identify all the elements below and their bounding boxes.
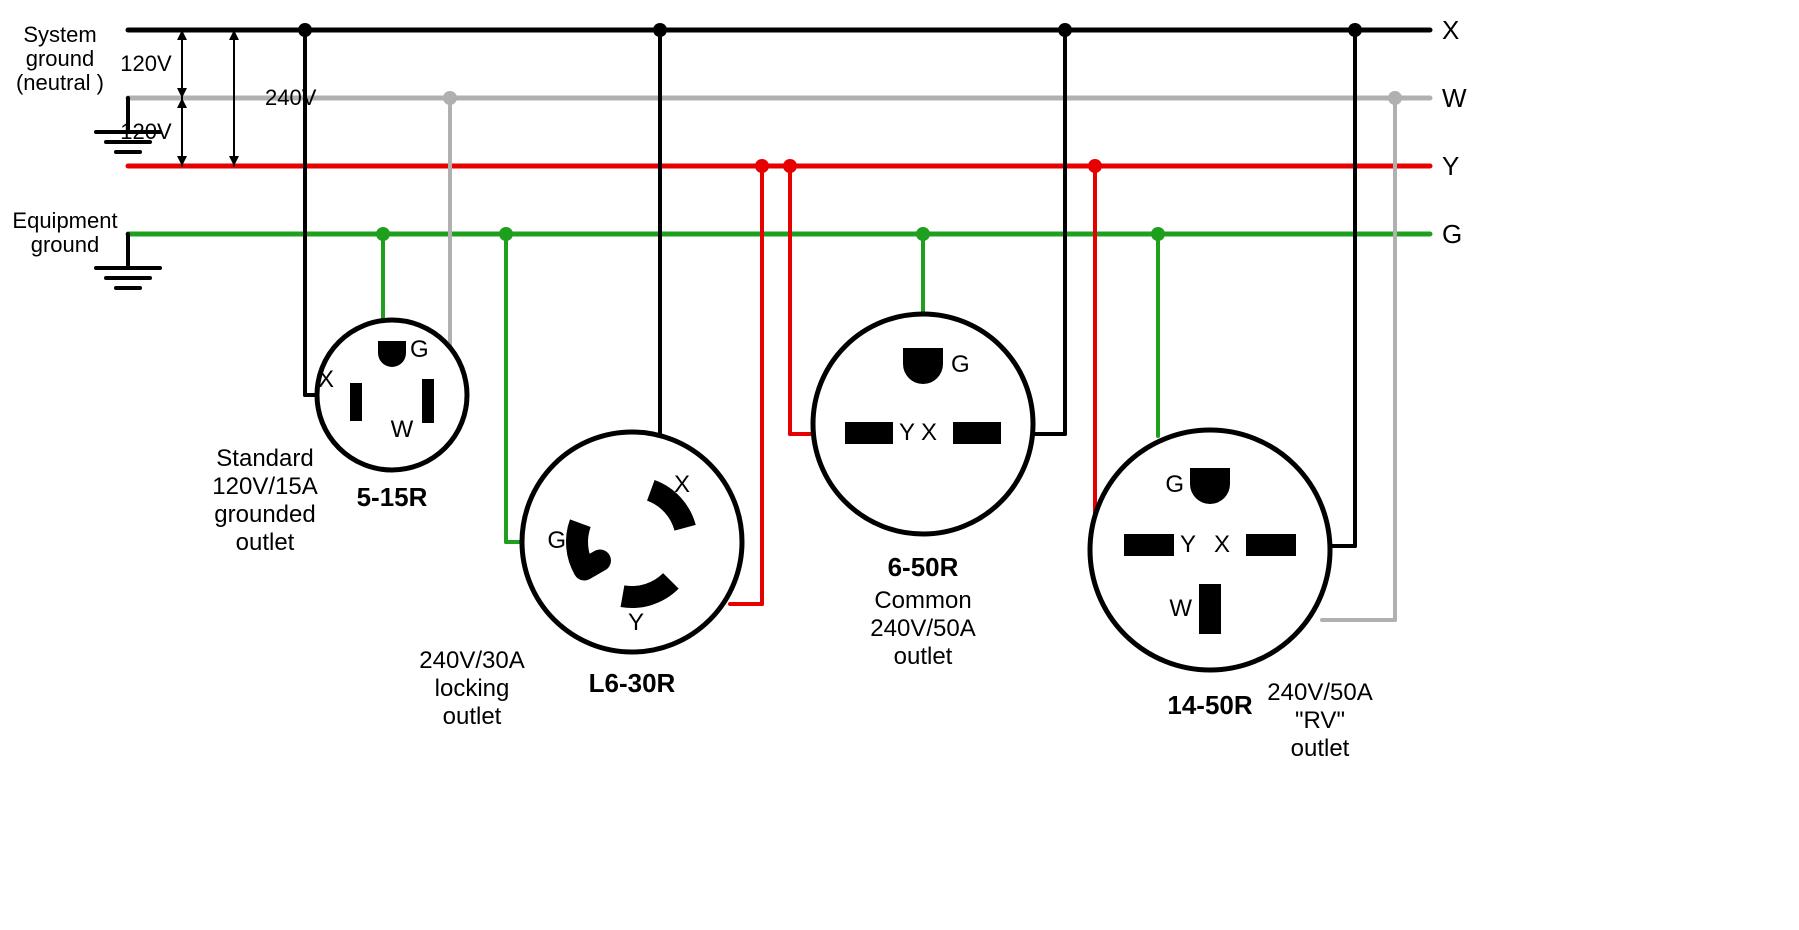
svg-text:outlet: outlet <box>1291 735 1350 762</box>
svg-text:outlet: outlet <box>894 643 953 670</box>
svg-text:G: G <box>1442 219 1462 249</box>
svg-text:120V: 120V <box>120 51 172 76</box>
svg-text:grounded: grounded <box>214 501 315 528</box>
svg-text:outlet: outlet <box>443 703 502 730</box>
svg-text:Y: Y <box>1180 531 1196 558</box>
svg-text:240V: 240V <box>265 85 317 110</box>
svg-text:X: X <box>674 471 690 498</box>
svg-text:X: X <box>921 419 937 446</box>
svg-text:Y: Y <box>899 419 915 446</box>
svg-text:ground: ground <box>31 232 100 257</box>
wiring-diagram: XWYGSystemground(neutral )Equipmentgroun… <box>0 0 1799 930</box>
svg-text:14-50R: 14-50R <box>1167 690 1252 720</box>
svg-text:W: W <box>391 416 414 443</box>
svg-text:Equipment: Equipment <box>12 208 117 233</box>
svg-text:Standard: Standard <box>216 445 313 472</box>
svg-text:G: G <box>410 336 429 363</box>
svg-text:ground: ground <box>26 46 95 71</box>
svg-text:6-50R: 6-50R <box>888 552 959 582</box>
svg-text:240V/30A: 240V/30A <box>419 647 524 674</box>
svg-text:G: G <box>547 527 566 554</box>
svg-text:locking: locking <box>435 675 510 702</box>
svg-text:X: X <box>318 366 334 393</box>
svg-text:120V: 120V <box>120 119 172 144</box>
svg-text:240V/50A: 240V/50A <box>1267 679 1372 706</box>
svg-text:Y: Y <box>1442 151 1459 181</box>
svg-text:Y: Y <box>628 609 644 636</box>
svg-text:L6-30R: L6-30R <box>589 668 676 698</box>
svg-text:G: G <box>1165 471 1184 498</box>
svg-text:(neutral ): (neutral ) <box>16 70 104 95</box>
svg-text:"RV": "RV" <box>1295 707 1345 734</box>
svg-text:5-15R: 5-15R <box>357 482 428 512</box>
svg-text:W: W <box>1169 595 1192 622</box>
svg-text:G: G <box>951 351 970 378</box>
svg-text:240V/50A: 240V/50A <box>870 615 975 642</box>
svg-text:Common: Common <box>874 587 971 614</box>
svg-text:120V/15A: 120V/15A <box>212 473 317 500</box>
svg-text:System: System <box>23 22 96 47</box>
svg-text:outlet: outlet <box>236 529 295 556</box>
svg-text:X: X <box>1442 15 1459 45</box>
svg-text:W: W <box>1442 83 1467 113</box>
svg-text:X: X <box>1214 531 1230 558</box>
